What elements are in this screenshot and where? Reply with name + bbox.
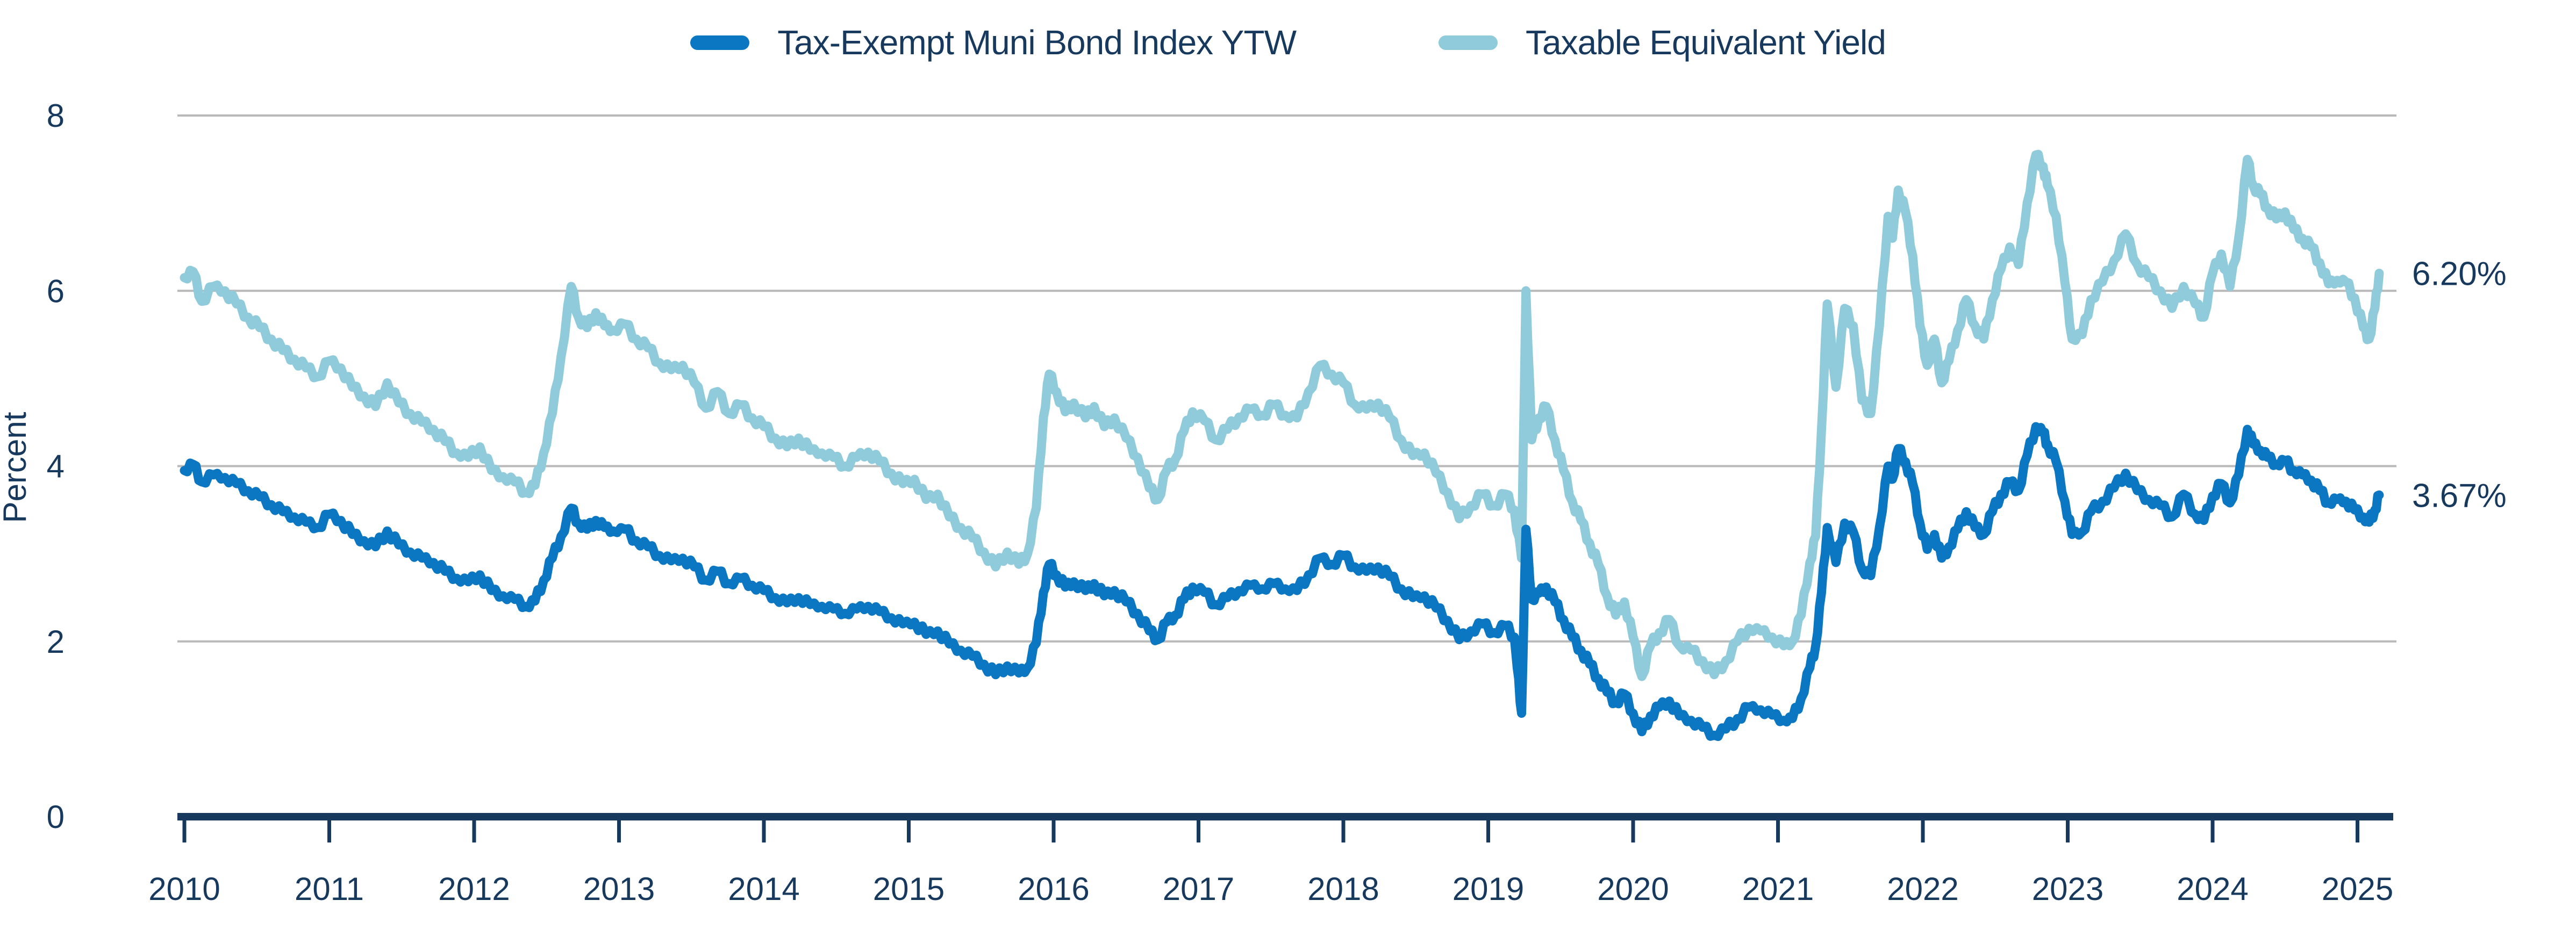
x-tick-label-2022: 2022 — [1887, 871, 1958, 907]
x-tick-label-2012: 2012 — [438, 871, 510, 907]
y-axis-title: Percent — [0, 412, 33, 523]
series-line-tax-exempt — [180, 422, 2384, 741]
legend-label-tax-exempt: Tax-Exempt Muni Bond Index YTW — [777, 23, 1297, 62]
y-tick-label-8: 8 — [47, 98, 65, 134]
end-label-taxable-equivalent: 6.20% — [2412, 256, 2507, 293]
x-tick-label-2013: 2013 — [583, 871, 655, 907]
chart-legend: Tax-Exempt Muni Bond Index YTW Taxable E… — [0, 23, 2576, 62]
x-tick-label-2021: 2021 — [1742, 871, 1814, 907]
x-tick-label-2018: 2018 — [1307, 871, 1379, 907]
x-tick-label-2014: 2014 — [728, 871, 799, 907]
y-tick-label-4: 4 — [47, 449, 65, 485]
x-tick-label-2010: 2010 — [148, 871, 220, 907]
series-line-taxable-equivalent — [180, 149, 2384, 681]
legend-item-tax-exempt: Tax-Exempt Muni Bond Index YTW — [690, 23, 1297, 62]
y-tick-label-6: 6 — [47, 273, 65, 309]
y-tick-label-0: 0 — [47, 799, 65, 835]
x-tick-label-2023: 2023 — [2032, 871, 2103, 907]
x-tick-label-2015: 2015 — [873, 871, 944, 907]
x-tick-label-2017: 2017 — [1163, 871, 1234, 907]
x-tick-label-2025: 2025 — [2322, 871, 2393, 907]
y-tick-label-2: 2 — [47, 624, 65, 660]
x-tick-label-2011: 2011 — [295, 871, 364, 907]
taxable-equivalent-line-swatch-icon — [1438, 35, 1498, 50]
x-tick-label-2024: 2024 — [2177, 871, 2248, 907]
x-tick-label-2019: 2019 — [1452, 871, 1524, 907]
end-label-tax-exempt: 3.67% — [2412, 477, 2507, 514]
x-tick-label-2020: 2020 — [1597, 871, 1669, 907]
x-tick-label-2016: 2016 — [1018, 871, 1089, 907]
legend-item-taxable-equivalent: Taxable Equivalent Yield — [1438, 23, 1886, 62]
legend-label-taxable-equivalent: Taxable Equivalent Yield — [1525, 23, 1886, 62]
tax-exempt-line-swatch-icon — [690, 35, 750, 50]
